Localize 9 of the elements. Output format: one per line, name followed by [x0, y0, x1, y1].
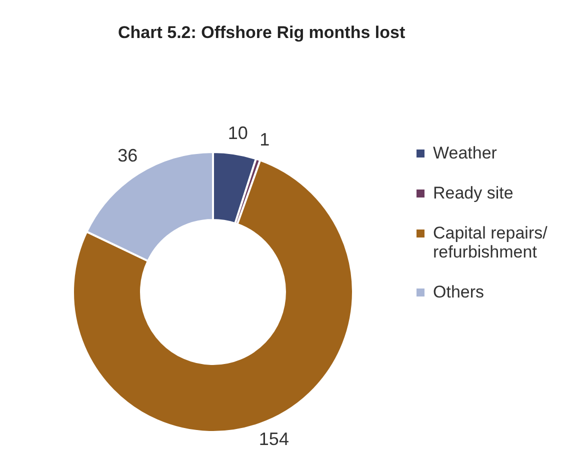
chart-title: Chart 5.2: Offshore Rig months lost [118, 23, 406, 42]
legend-label: Ready site [433, 184, 514, 202]
legend-label: Others [433, 282, 484, 302]
data-label: 36 [118, 146, 138, 166]
data-label: 10 [228, 122, 248, 143]
legend-label: Capital repairs/ refurbishment [433, 224, 548, 262]
data-label: 1 [260, 130, 270, 150]
data-label: 154 [258, 428, 289, 449]
legend-label: Weather [433, 144, 498, 162]
